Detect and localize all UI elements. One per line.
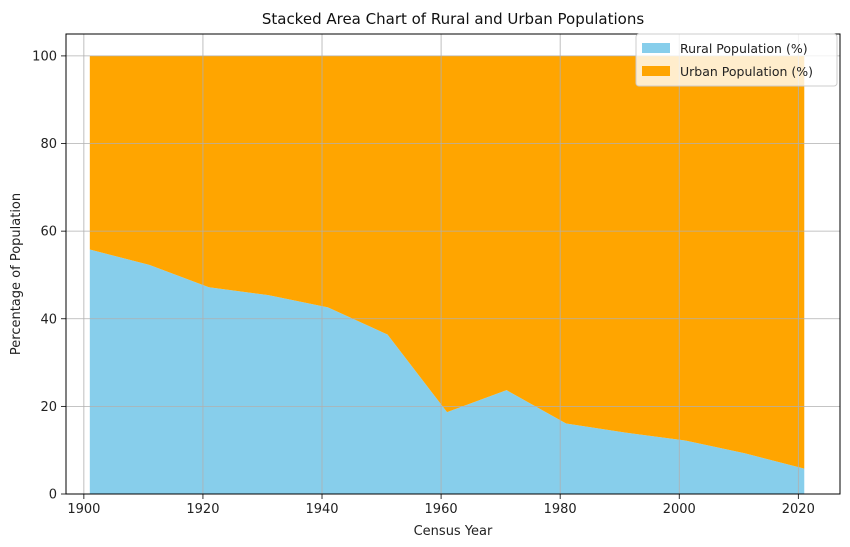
area-rural (89, 249, 805, 494)
legend-swatch-rural (642, 43, 670, 53)
legend-swatch-urban (642, 66, 670, 76)
y-axis: 0 20 40 60 80 100 (32, 49, 66, 503)
y-tick-label: 60 (40, 225, 57, 240)
y-tick-label: 20 (40, 400, 57, 415)
area-layer (89, 55, 805, 494)
x-tick-label: 1920 (186, 502, 219, 517)
y-axis-label: Percentage of Population (9, 193, 24, 355)
x-tick-label: 1960 (425, 502, 458, 517)
plot-frame (65, 33, 841, 495)
area-urban (89, 55, 805, 469)
legend-label-urban: Urban Population (%) (680, 64, 813, 79)
x-axis-label: Census Year (414, 524, 493, 539)
legend: Rural Population (%) Urban Population (%… (635, 33, 838, 87)
x-tick-label: 2000 (663, 502, 696, 517)
y-tick-label: 0 (49, 488, 57, 503)
legend-label-rural: Rural Population (%) (680, 41, 808, 56)
x-tick-label: 1900 (67, 502, 100, 517)
x-tick-label: 1980 (544, 502, 577, 517)
x-axis: 1900 1920 1940 1960 1980 2000 2020 (67, 494, 815, 517)
y-tick-label: 100 (32, 49, 57, 64)
legend-box (635, 33, 838, 87)
x-tick-label: 1940 (305, 502, 338, 517)
x-tick-label: 2020 (782, 502, 815, 517)
y-tick-label: 40 (40, 312, 57, 327)
chart-title: Stacked Area Chart of Rural and Urban Po… (262, 10, 644, 28)
y-tick-label: 80 (40, 137, 57, 152)
plot-area (65, 33, 841, 495)
